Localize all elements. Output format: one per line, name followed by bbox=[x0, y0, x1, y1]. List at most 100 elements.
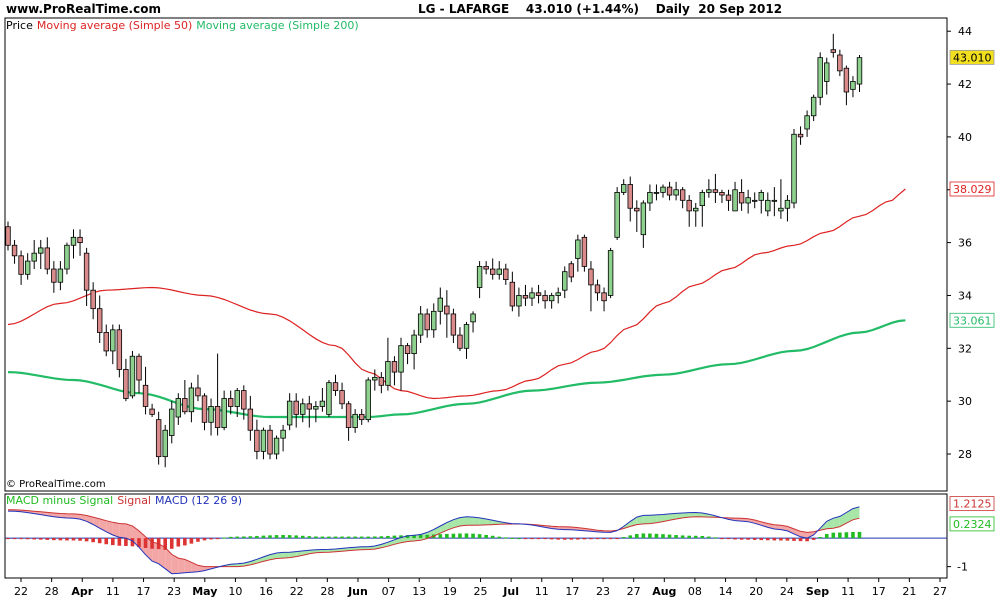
macd-histogram-bar bbox=[628, 535, 633, 539]
candle-body bbox=[856, 57, 863, 85]
candle-body bbox=[123, 369, 129, 399]
macd-fill bbox=[630, 517, 637, 527]
candle-body bbox=[771, 199, 778, 202]
macd-histogram-bar bbox=[425, 534, 429, 539]
candle bbox=[516, 287, 522, 317]
candle bbox=[280, 424, 286, 452]
macd-fill bbox=[846, 508, 853, 524]
candle bbox=[699, 189, 705, 227]
macd-histogram-bar bbox=[562, 538, 567, 540]
macd-fill bbox=[689, 512, 696, 518]
x-tick-label: 07 bbox=[382, 585, 396, 598]
price-y-tick-label: 36 bbox=[958, 237, 972, 250]
candle-body bbox=[607, 250, 614, 296]
candle-body bbox=[31, 252, 37, 262]
candle-body bbox=[817, 57, 823, 98]
candle-body bbox=[247, 408, 254, 431]
macd-histogram-bar bbox=[556, 538, 560, 540]
candle-body bbox=[712, 189, 719, 193]
candle-body bbox=[286, 400, 293, 426]
candle-body bbox=[837, 54, 843, 72]
candle bbox=[339, 382, 345, 410]
macd-histogram-bar bbox=[130, 538, 135, 547]
candle bbox=[771, 187, 778, 217]
x-tick-label: Jun bbox=[347, 585, 368, 598]
candle bbox=[38, 239, 44, 270]
candle-body bbox=[588, 268, 594, 286]
macd-fill bbox=[178, 558, 185, 574]
candle bbox=[666, 181, 673, 201]
candle bbox=[483, 261, 489, 275]
candle-body bbox=[555, 292, 561, 296]
candle bbox=[182, 380, 188, 415]
x-tick-label: 19 bbox=[443, 585, 457, 598]
candle-body bbox=[417, 313, 424, 336]
candle bbox=[234, 387, 240, 418]
macd-histogram-bar bbox=[667, 534, 672, 539]
candle-body bbox=[640, 202, 647, 236]
macd-fill bbox=[204, 566, 212, 571]
x-tick-label: 22 bbox=[290, 585, 304, 598]
macd-fill bbox=[322, 549, 329, 553]
candle-body bbox=[666, 186, 673, 196]
macd-fill bbox=[473, 517, 480, 526]
candle-body bbox=[483, 265, 489, 270]
candle bbox=[660, 184, 666, 198]
candle-body bbox=[365, 379, 371, 421]
watermark: © ProRealTime.com bbox=[6, 479, 106, 490]
candle bbox=[306, 395, 312, 428]
candle bbox=[241, 385, 247, 420]
macd-histogram-bar bbox=[438, 534, 443, 539]
x-tick-label: Aug bbox=[652, 585, 676, 598]
candle-body bbox=[529, 292, 535, 299]
histogram-tag-box bbox=[949, 516, 995, 532]
macd-histogram-bar bbox=[405, 535, 410, 539]
macd-histogram-bar bbox=[261, 535, 266, 539]
macd-fill bbox=[486, 519, 493, 525]
macd-histogram-bar bbox=[621, 536, 626, 539]
candle-body bbox=[752, 199, 758, 202]
macd-histogram-bar bbox=[235, 536, 240, 539]
candle-body bbox=[660, 186, 666, 193]
macd-histogram-bar bbox=[726, 538, 731, 540]
macd-fill bbox=[649, 514, 657, 524]
candle bbox=[548, 292, 555, 309]
candle-body bbox=[385, 361, 391, 386]
x-tick-label: 25 bbox=[474, 585, 488, 598]
macd-fill bbox=[839, 512, 847, 527]
candle-body bbox=[706, 189, 712, 193]
macd-fill bbox=[695, 512, 703, 517]
candle-body bbox=[431, 310, 437, 331]
candle-body bbox=[653, 192, 660, 194]
candle-body bbox=[679, 189, 686, 201]
candle-body bbox=[516, 295, 522, 307]
macd-fill bbox=[66, 513, 74, 519]
candle-body bbox=[575, 239, 581, 259]
candle-body bbox=[548, 295, 555, 302]
candle-body bbox=[614, 192, 620, 238]
candle-body bbox=[175, 398, 181, 418]
candle-body bbox=[273, 437, 280, 455]
candle-body bbox=[339, 390, 345, 405]
macd-histogram-bar bbox=[680, 535, 685, 539]
candle bbox=[57, 261, 64, 291]
macd-histogram-bar bbox=[648, 533, 652, 539]
candle bbox=[693, 202, 699, 227]
macd-histogram-bar bbox=[333, 536, 338, 539]
candle-body bbox=[732, 189, 738, 212]
candle-body bbox=[155, 419, 162, 458]
macd-fill bbox=[197, 565, 205, 572]
price-y-tick-label: 42 bbox=[958, 78, 972, 91]
macd-histogram-bar bbox=[32, 538, 36, 540]
macd-histogram-bar bbox=[12, 538, 17, 540]
signal-line bbox=[7, 509, 860, 568]
candle bbox=[123, 358, 129, 402]
candle-body bbox=[411, 334, 417, 354]
candle bbox=[260, 427, 267, 460]
macd-histogram-bar bbox=[497, 536, 502, 539]
x-tick-label: 27 bbox=[627, 585, 641, 598]
macd-histogram-bar bbox=[228, 536, 233, 539]
candle-body bbox=[345, 403, 352, 428]
ma50-tag-box bbox=[949, 181, 995, 197]
macd-fill bbox=[852, 506, 860, 520]
